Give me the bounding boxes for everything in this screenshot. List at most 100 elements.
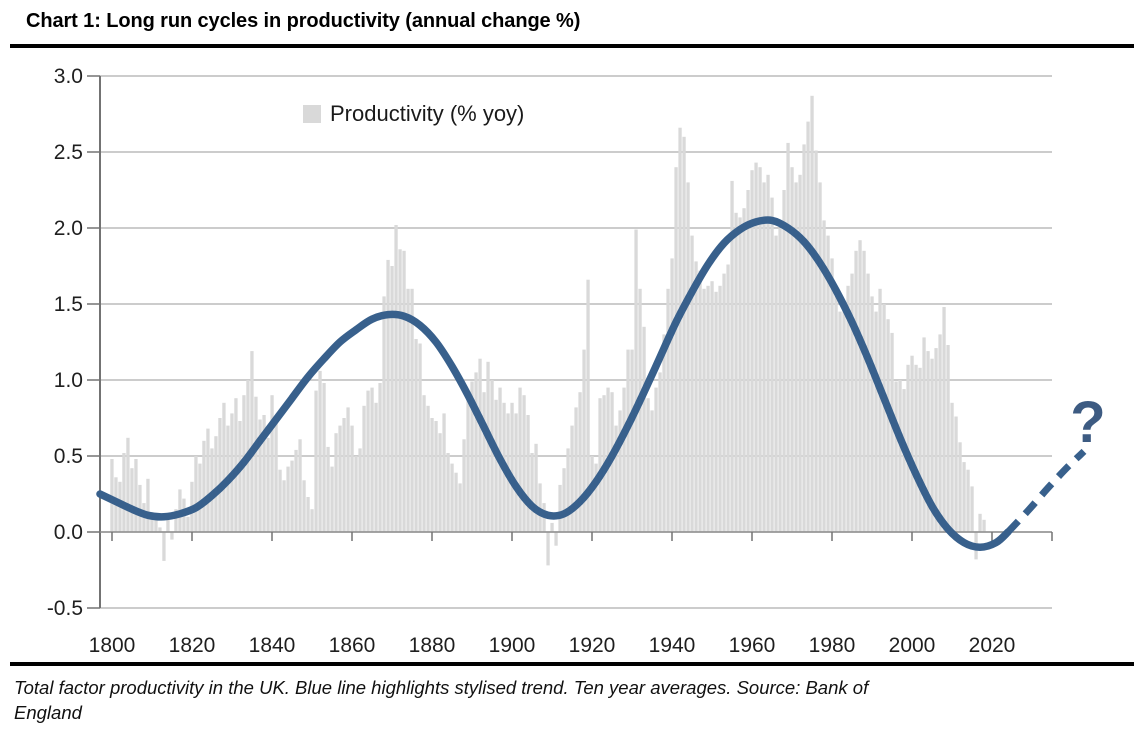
productivity-bar (766, 174, 770, 533)
productivity-bar (562, 468, 566, 532)
productivity-bar (254, 396, 258, 532)
productivity-bar (722, 273, 726, 532)
productivity-bar (546, 532, 550, 566)
productivity-bar (762, 182, 766, 532)
productivity-bar (626, 349, 630, 532)
productivity-bar (478, 358, 482, 532)
productivity-bar (310, 509, 314, 532)
productivity-bar (362, 405, 366, 532)
x-tick-label: 1920 (569, 634, 616, 657)
productivity-bar (926, 351, 930, 532)
productivity-bar (970, 486, 974, 532)
productivity-bar (874, 311, 878, 532)
productivity-bar (174, 509, 178, 532)
productivity-bar (982, 519, 986, 532)
productivity-bar (382, 296, 386, 532)
x-tick-label: 1840 (249, 634, 296, 657)
y-tick-label: -0.5 (47, 597, 83, 620)
productivity-bar (642, 326, 646, 532)
productivity-bar (754, 162, 758, 532)
productivity-bar (154, 519, 158, 532)
productivity-bar (130, 468, 134, 532)
productivity-bar (354, 456, 358, 532)
productivity-bar (270, 395, 274, 532)
productivity-bar (942, 307, 946, 532)
productivity-bar (950, 402, 954, 532)
productivity-bar (302, 480, 306, 532)
productivity-bar (934, 348, 938, 532)
question-mark-annotation: ? (1070, 390, 1105, 455)
productivity-bar (570, 425, 574, 532)
productivity-bar (262, 415, 266, 532)
productivity-bar (250, 351, 254, 532)
productivity-bar (690, 235, 694, 532)
productivity-bar (274, 418, 278, 532)
productivity-bar (922, 337, 926, 532)
productivity-bar (198, 463, 202, 532)
productivity-bar (910, 355, 914, 532)
productivity-bar (878, 288, 882, 532)
productivity-bar (482, 392, 486, 532)
productivity-bar (326, 446, 330, 532)
productivity-bar (578, 392, 582, 532)
productivity-bar (806, 121, 810, 532)
trend-line (96, 216, 1012, 551)
productivity-bar (550, 522, 554, 532)
productivity-bar (930, 358, 934, 532)
productivity-bar (774, 235, 778, 532)
productivity-bar (646, 398, 650, 532)
productivity-bar (522, 395, 526, 532)
productivity-bar (474, 372, 478, 532)
productivity-bar (710, 281, 714, 532)
productivity-bar (378, 383, 382, 532)
productivity-bar (186, 516, 190, 532)
productivity-bar (770, 197, 774, 532)
productivity-bar (818, 182, 822, 532)
productivity-bar (374, 402, 378, 532)
productivity-bar (634, 229, 638, 532)
legend-label-productivity: Productivity (% yoy) (330, 101, 525, 126)
caption-line-2: England (14, 701, 82, 723)
productivity-bar (538, 483, 542, 532)
productivity-bar (814, 150, 818, 532)
productivity-bar (454, 472, 458, 532)
top-divider (10, 44, 1134, 48)
x-tick-label: 1900 (489, 634, 536, 657)
productivity-bar (886, 319, 890, 532)
x-tick-label: 1980 (809, 634, 856, 657)
productivity-bar (494, 399, 498, 532)
x-tick-label: 1800 (89, 634, 136, 657)
productivity-bar (266, 437, 270, 532)
y-tick-label: 1.5 (54, 293, 83, 316)
productivity-bar (830, 258, 834, 532)
productivity-bar (150, 512, 154, 532)
productivity-bar (306, 497, 310, 532)
productivity-bar (398, 249, 402, 533)
productivity-bar (914, 364, 918, 532)
productivity-bar (238, 421, 242, 532)
productivity-bar (214, 436, 218, 532)
productivity-bar (366, 390, 370, 532)
productivity-bar (334, 433, 338, 532)
productivity-bar (614, 425, 618, 532)
productivity-bar (630, 349, 634, 532)
x-tick-label: 1860 (329, 634, 376, 657)
productivity-bar (526, 415, 530, 532)
productivity-bar (902, 389, 906, 532)
productivity-bar (866, 273, 870, 532)
productivity-bar (222, 402, 226, 532)
productivity-bar (146, 478, 150, 532)
productivity-bar (450, 463, 454, 532)
productivity-bar (742, 208, 746, 532)
productivity-bar (810, 95, 814, 533)
productivity-bar (234, 398, 238, 532)
productivity-bar (434, 421, 438, 532)
productivity-bar (402, 250, 406, 533)
productivity-bar (422, 395, 426, 532)
productivity-bar (854, 250, 858, 533)
y-tick-label: 0.5 (54, 445, 83, 468)
productivity-bar (738, 217, 742, 532)
productivity-bar (166, 519, 170, 532)
productivity-bar (350, 425, 354, 532)
productivity-bar (842, 304, 846, 532)
